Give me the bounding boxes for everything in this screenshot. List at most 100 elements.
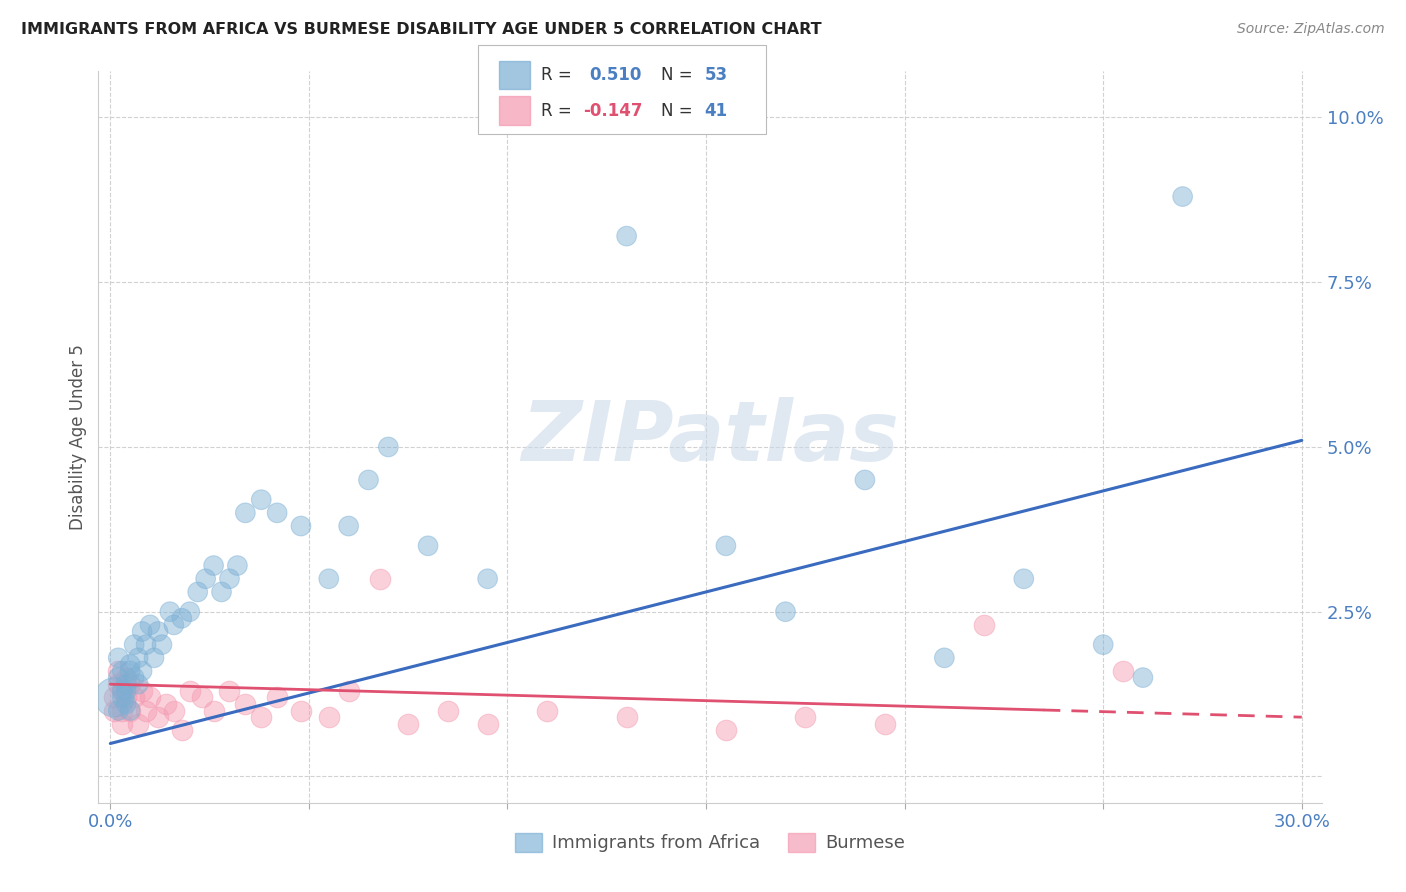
Point [396,716,419,731]
Point [115,690,138,705]
Point [477,572,499,586]
Point [337,519,360,533]
Point [266,690,288,705]
Point [115,671,138,685]
Point [111,683,134,698]
Text: -0.147: -0.147 [583,102,643,120]
Point [135,704,157,718]
Text: N =: N = [661,66,697,84]
Point [266,506,288,520]
Point [973,618,995,632]
Point [934,650,956,665]
Point [103,690,125,705]
Point [115,683,138,698]
Point [120,657,142,672]
Point [163,618,186,632]
Point [127,677,149,691]
Point [111,690,134,705]
Point [616,710,638,724]
Point [477,716,499,731]
Point [714,539,737,553]
Point [120,677,142,691]
Point [131,664,153,678]
Point [139,618,162,632]
Point [377,440,399,454]
Text: 0.510: 0.510 [589,66,641,84]
Point [107,671,129,685]
Point [111,683,134,698]
Point [202,558,225,573]
Text: N =: N = [661,102,697,120]
Point [437,704,460,718]
Point [211,585,233,599]
Point [853,473,876,487]
Point [107,664,129,678]
Point [139,690,162,705]
Point [536,704,558,718]
Point [235,506,257,520]
Point [1092,638,1115,652]
Point [179,605,201,619]
Point [120,704,142,718]
Point [170,611,193,625]
Point [122,671,145,685]
Point [111,704,134,718]
Point [150,638,173,652]
Point [127,716,149,731]
Point [131,624,153,639]
Point [122,690,145,705]
Point [179,683,201,698]
Point [1112,664,1135,678]
Point [190,690,212,705]
Point [1132,671,1154,685]
Point [107,650,129,665]
Point [131,683,153,698]
Point [714,723,737,738]
Point [122,638,145,652]
Text: 41: 41 [704,102,727,120]
Text: 53: 53 [704,66,727,84]
Point [103,690,125,705]
Point [290,704,312,718]
Point [146,710,169,724]
Point [103,704,125,718]
Point [170,723,193,738]
Point [337,683,360,698]
Point [107,677,129,691]
Point [163,704,186,718]
Text: Source: ZipAtlas.com: Source: ZipAtlas.com [1237,22,1385,37]
Point [187,585,209,599]
Text: R =: R = [541,102,578,120]
Point [155,697,177,711]
Point [775,605,797,619]
Point [202,704,225,718]
Text: IMMIGRANTS FROM AFRICA VS BURMESE DISABILITY AGE UNDER 5 CORRELATION CHART: IMMIGRANTS FROM AFRICA VS BURMESE DISABI… [21,22,821,37]
Point [318,572,340,586]
Point [416,539,439,553]
Point [1171,189,1194,203]
Point [616,229,638,244]
Point [370,572,392,586]
Point [794,710,817,724]
Point [290,519,312,533]
Point [194,572,217,586]
Point [226,558,249,573]
Legend: Immigrants from Africa, Burmese: Immigrants from Africa, Burmese [508,826,912,860]
Point [250,492,273,507]
Point [127,650,149,665]
Point [250,710,273,724]
Point [873,716,896,731]
Point [235,697,257,711]
Point [159,605,181,619]
Point [318,710,340,724]
Y-axis label: Disability Age Under 5: Disability Age Under 5 [69,344,87,530]
Point [146,624,169,639]
Point [135,638,157,652]
Point [111,716,134,731]
Point [120,664,142,678]
Point [357,473,380,487]
Point [218,572,240,586]
Point [218,683,240,698]
Point [111,664,134,678]
Point [1012,572,1035,586]
